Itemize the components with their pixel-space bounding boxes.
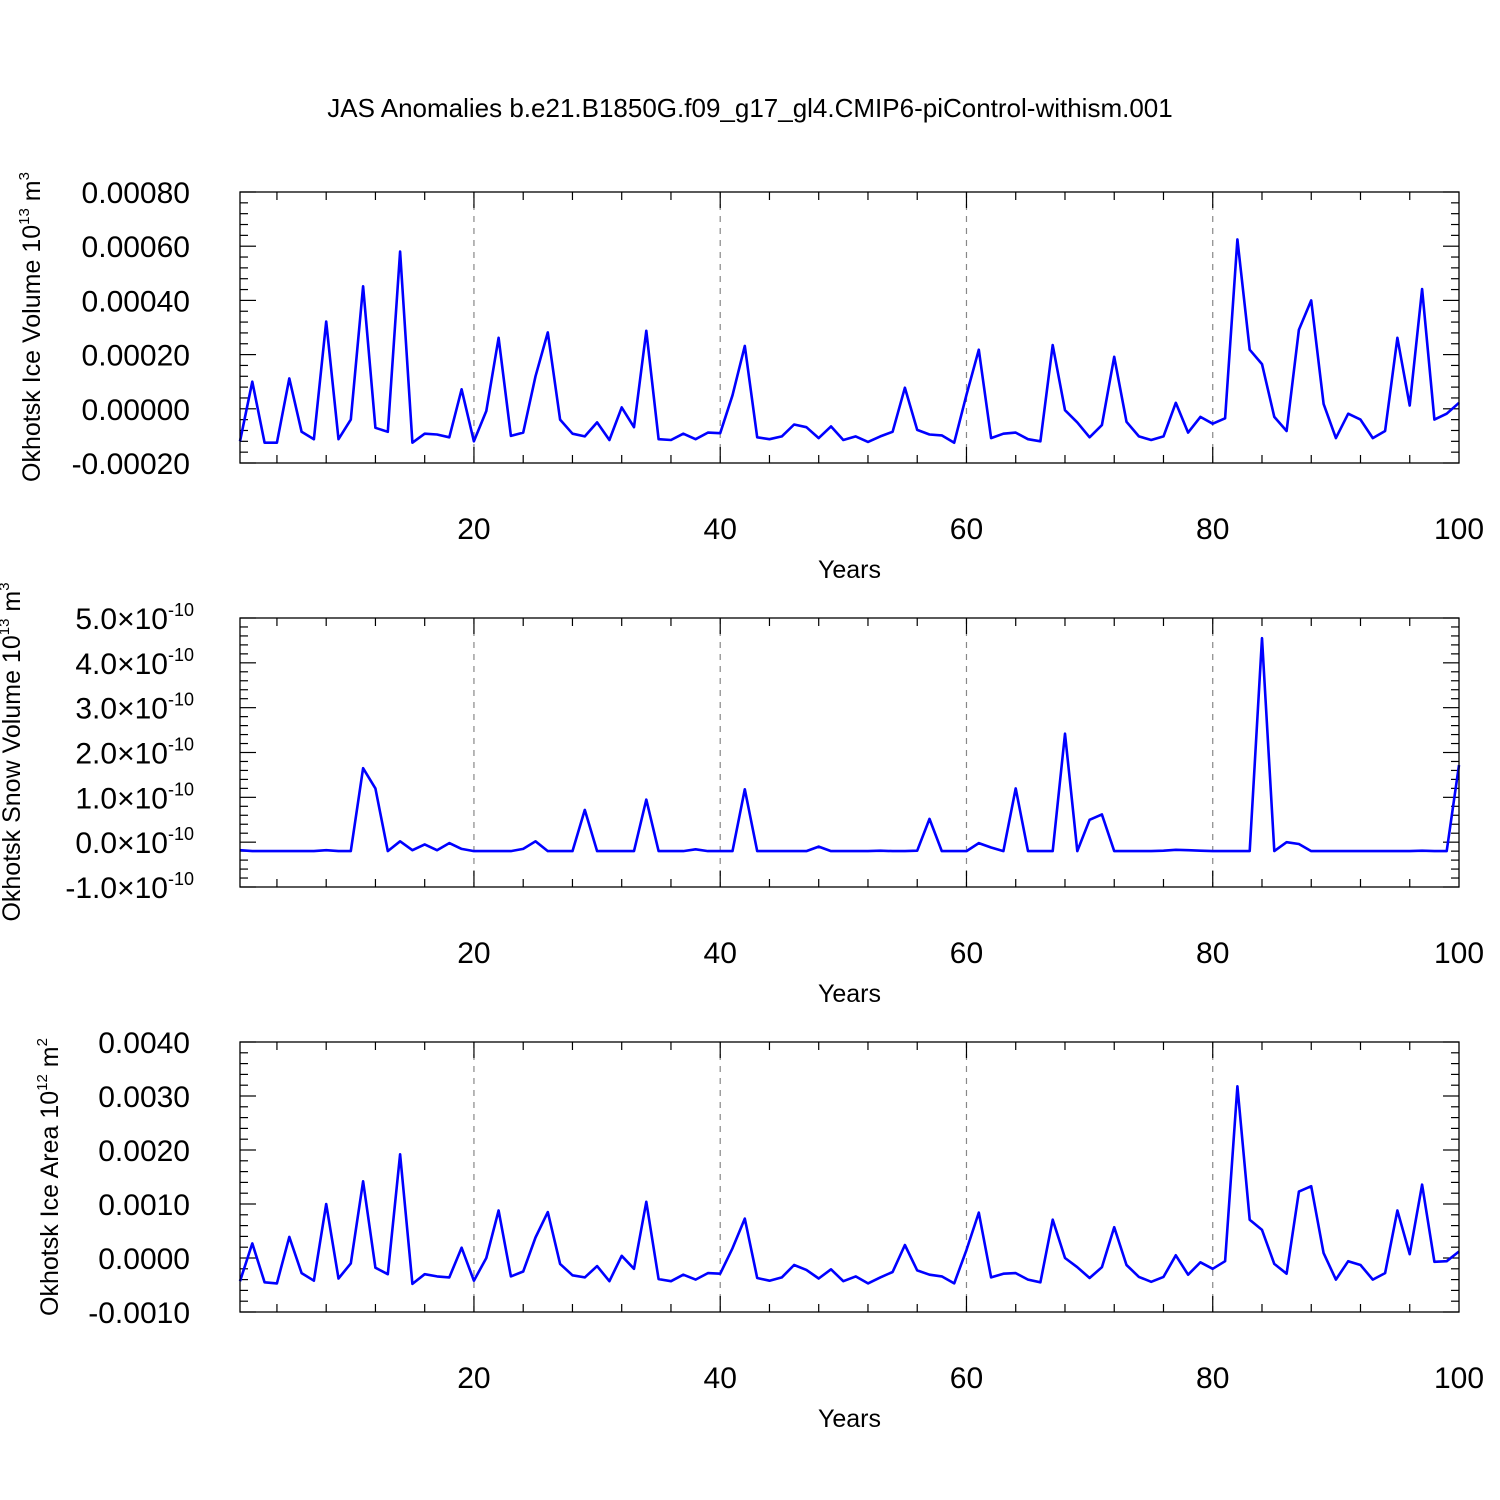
series-line — [238, 1085, 1460, 1286]
y-axis-title: Okhotsk Ice Area 1012 m2 — [34, 1038, 64, 1316]
plot-frame — [239, 191, 1460, 464]
x-axis-title: Years — [818, 1405, 881, 1433]
chart-title: JAS Anomalies b.e21.B1850G.f09_g17_gl4.C… — [327, 93, 1172, 123]
x-tick-label: 80 — [1196, 1362, 1229, 1395]
y-tick-label: 2.0×10-10 — [75, 735, 194, 771]
x-tick-label: 20 — [457, 513, 490, 546]
y-tick-label: 0.0010 — [98, 1189, 190, 1222]
y-tick-label: 3.0×10-10 — [75, 690, 194, 726]
y-tick-label: -0.0010 — [88, 1297, 190, 1330]
x-tick-label: 60 — [950, 1362, 983, 1395]
x-tick-label: 40 — [704, 937, 737, 970]
y-tick-label: 0.0000 — [98, 1243, 190, 1276]
series-line — [238, 238, 1460, 445]
x-tick-label: 20 — [457, 1362, 490, 1395]
y-tick-label: 0.00020 — [82, 340, 190, 373]
y-tick-label: -0.00020 — [72, 448, 190, 481]
y-tick-label: 0.0×10-10 — [75, 824, 194, 860]
x-tick-label: 80 — [1196, 937, 1229, 970]
y-tick-label: 1.0×10-10 — [75, 779, 194, 815]
y-axis-title: Okhotsk Ice Volume 1013 m3 — [16, 172, 46, 482]
y-tick-label: 0.00040 — [82, 285, 190, 318]
x-tick-label: 60 — [950, 937, 983, 970]
x-tick-label: 80 — [1196, 513, 1229, 546]
panels: 20 40 60 80 100 -0.00020 0.00000 0.00020 0.00040… — [0, 172, 1484, 1433]
x-tick-label: 40 — [704, 513, 737, 546]
series-line — [239, 636, 1461, 853]
y-axis-title: Okhotsk Snow Volume 1013 m3 — [0, 582, 26, 921]
y-tick-label: 0.00060 — [82, 231, 190, 264]
y-tick-label: 5.0×10-10 — [75, 600, 194, 636]
y-tick-label: 0.00000 — [82, 394, 190, 427]
plot-frame — [239, 1041, 1460, 1313]
y-tick-label: 0.0020 — [98, 1135, 190, 1168]
x-tick-label: 100 — [1434, 1362, 1484, 1395]
y-tick-label: 4.0×10-10 — [75, 645, 194, 681]
y-tick-label: -1.0×10-10 — [65, 869, 194, 905]
x-tick-label: 100 — [1434, 937, 1484, 970]
x-tick-label: 20 — [457, 937, 490, 970]
x-axis-title: Years — [818, 980, 881, 1008]
x-tick-label: 60 — [950, 513, 983, 546]
plot-frame — [239, 617, 1460, 888]
y-tick-label: 0.0030 — [98, 1081, 190, 1114]
y-tick-label: 0.0040 — [98, 1027, 190, 1060]
x-tick-label: 40 — [704, 1362, 737, 1395]
x-axis-title: Years — [818, 556, 881, 584]
panel-2: 20 40 60 80 100 -1.0×10-10 0.0×10-10 1.0×10-10 2… — [0, 582, 1484, 1008]
panel-3: 20 40 60 80 100 -0.0010 0.0000 0.0010 0.0020 0.00… — [34, 1027, 1484, 1433]
y-tick-label: 0.00080 — [82, 177, 190, 210]
x-tick-label: 100 — [1434, 513, 1484, 546]
panel-1: 20 40 60 80 100 -0.00020 0.00000 0.00020 0.00040… — [16, 172, 1484, 584]
